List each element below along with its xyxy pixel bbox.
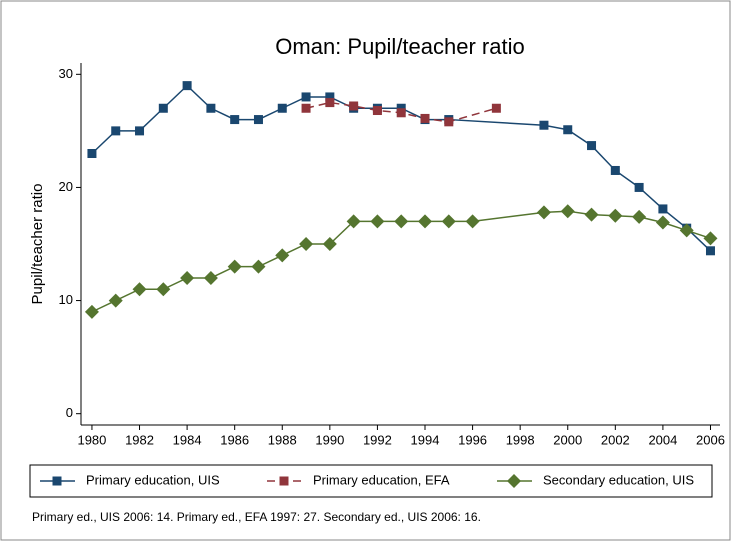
- data-point: [158, 103, 168, 113]
- x-tick-label: 1982: [125, 432, 154, 447]
- data-point: [203, 270, 218, 285]
- data-point: [346, 214, 361, 229]
- data-point: [608, 208, 623, 223]
- data-point: [135, 126, 145, 136]
- x-tick-label: 1986: [220, 432, 249, 447]
- data-point: [396, 103, 406, 113]
- x-tick-label: 1984: [173, 432, 202, 447]
- data-point: [563, 125, 573, 135]
- x-tick-label: 1996: [458, 432, 487, 447]
- legend-label: Primary education, EFA: [313, 472, 450, 487]
- data-point: [441, 214, 456, 229]
- x-tick-label: 1992: [363, 432, 392, 447]
- data-point: [322, 237, 337, 251]
- data-point: [655, 215, 670, 230]
- x-tick-label: 2006: [696, 432, 725, 447]
- data-point: [394, 214, 409, 229]
- data-point: [634, 182, 644, 192]
- data-point: [182, 81, 192, 91]
- data-point: [658, 204, 668, 214]
- data-point: [227, 259, 242, 274]
- y-tick-label: 20: [59, 179, 73, 194]
- data-point: [230, 115, 240, 125]
- data-point: [396, 108, 406, 118]
- y-tick-label: 10: [59, 292, 73, 307]
- data-point: [277, 103, 287, 113]
- data-point: [584, 207, 599, 222]
- data-point: [465, 214, 480, 229]
- data-point: [349, 101, 359, 111]
- x-tick-label: 1988: [268, 432, 297, 447]
- data-point: [111, 126, 121, 136]
- legend-marker: [507, 474, 521, 488]
- x-tick-label: 1998: [506, 432, 535, 447]
- data-point: [536, 205, 551, 220]
- data-point: [251, 259, 266, 274]
- data-point: [301, 92, 311, 102]
- data-point: [206, 103, 216, 113]
- data-point: [156, 282, 171, 297]
- data-point: [587, 141, 597, 151]
- data-point: [325, 92, 335, 102]
- legend-label: Secondary education, UIS: [543, 472, 694, 487]
- data-point: [444, 117, 454, 127]
- y-tick-label: 30: [59, 66, 73, 81]
- x-tick-label: 1980: [77, 432, 106, 447]
- data-point: [132, 282, 147, 297]
- data-point: [253, 115, 263, 125]
- data-point: [299, 237, 314, 251]
- data-point: [539, 120, 549, 130]
- data-point: [491, 103, 501, 113]
- legend-marker: [52, 476, 62, 486]
- x-tick-label: 1990: [315, 432, 344, 447]
- data-point: [705, 246, 715, 256]
- data-point: [301, 103, 311, 113]
- footnote: Primary ed., UIS 2006: 14. Primary ed., …: [32, 510, 481, 524]
- data-point: [418, 214, 433, 229]
- data-point: [703, 231, 718, 246]
- data-point: [325, 98, 335, 108]
- data-point: [420, 113, 430, 123]
- data-point: [560, 204, 575, 219]
- data-point: [632, 209, 647, 224]
- data-point: [84, 304, 99, 319]
- data-point: [180, 270, 195, 285]
- data-point: [370, 214, 385, 229]
- x-tick-label: 2000: [553, 432, 582, 447]
- x-tick-label: 2004: [648, 432, 677, 447]
- data-point: [108, 293, 123, 308]
- data-point: [610, 165, 620, 175]
- data-point: [372, 106, 382, 116]
- chart-title: Oman: Pupil/teacher ratio: [275, 34, 524, 59]
- x-tick-label: 1994: [411, 432, 440, 447]
- y-tick-label: 0: [66, 405, 73, 420]
- data-point: [679, 223, 694, 238]
- y-axis-label: Pupil/teacher ratio: [29, 184, 46, 305]
- data-point: [275, 248, 290, 263]
- data-point: [87, 149, 97, 158]
- legend-label: Primary education, UIS: [86, 472, 220, 487]
- legend-box: [29, 464, 713, 498]
- legend-marker: [279, 476, 289, 486]
- x-tick-label: 2002: [601, 432, 630, 447]
